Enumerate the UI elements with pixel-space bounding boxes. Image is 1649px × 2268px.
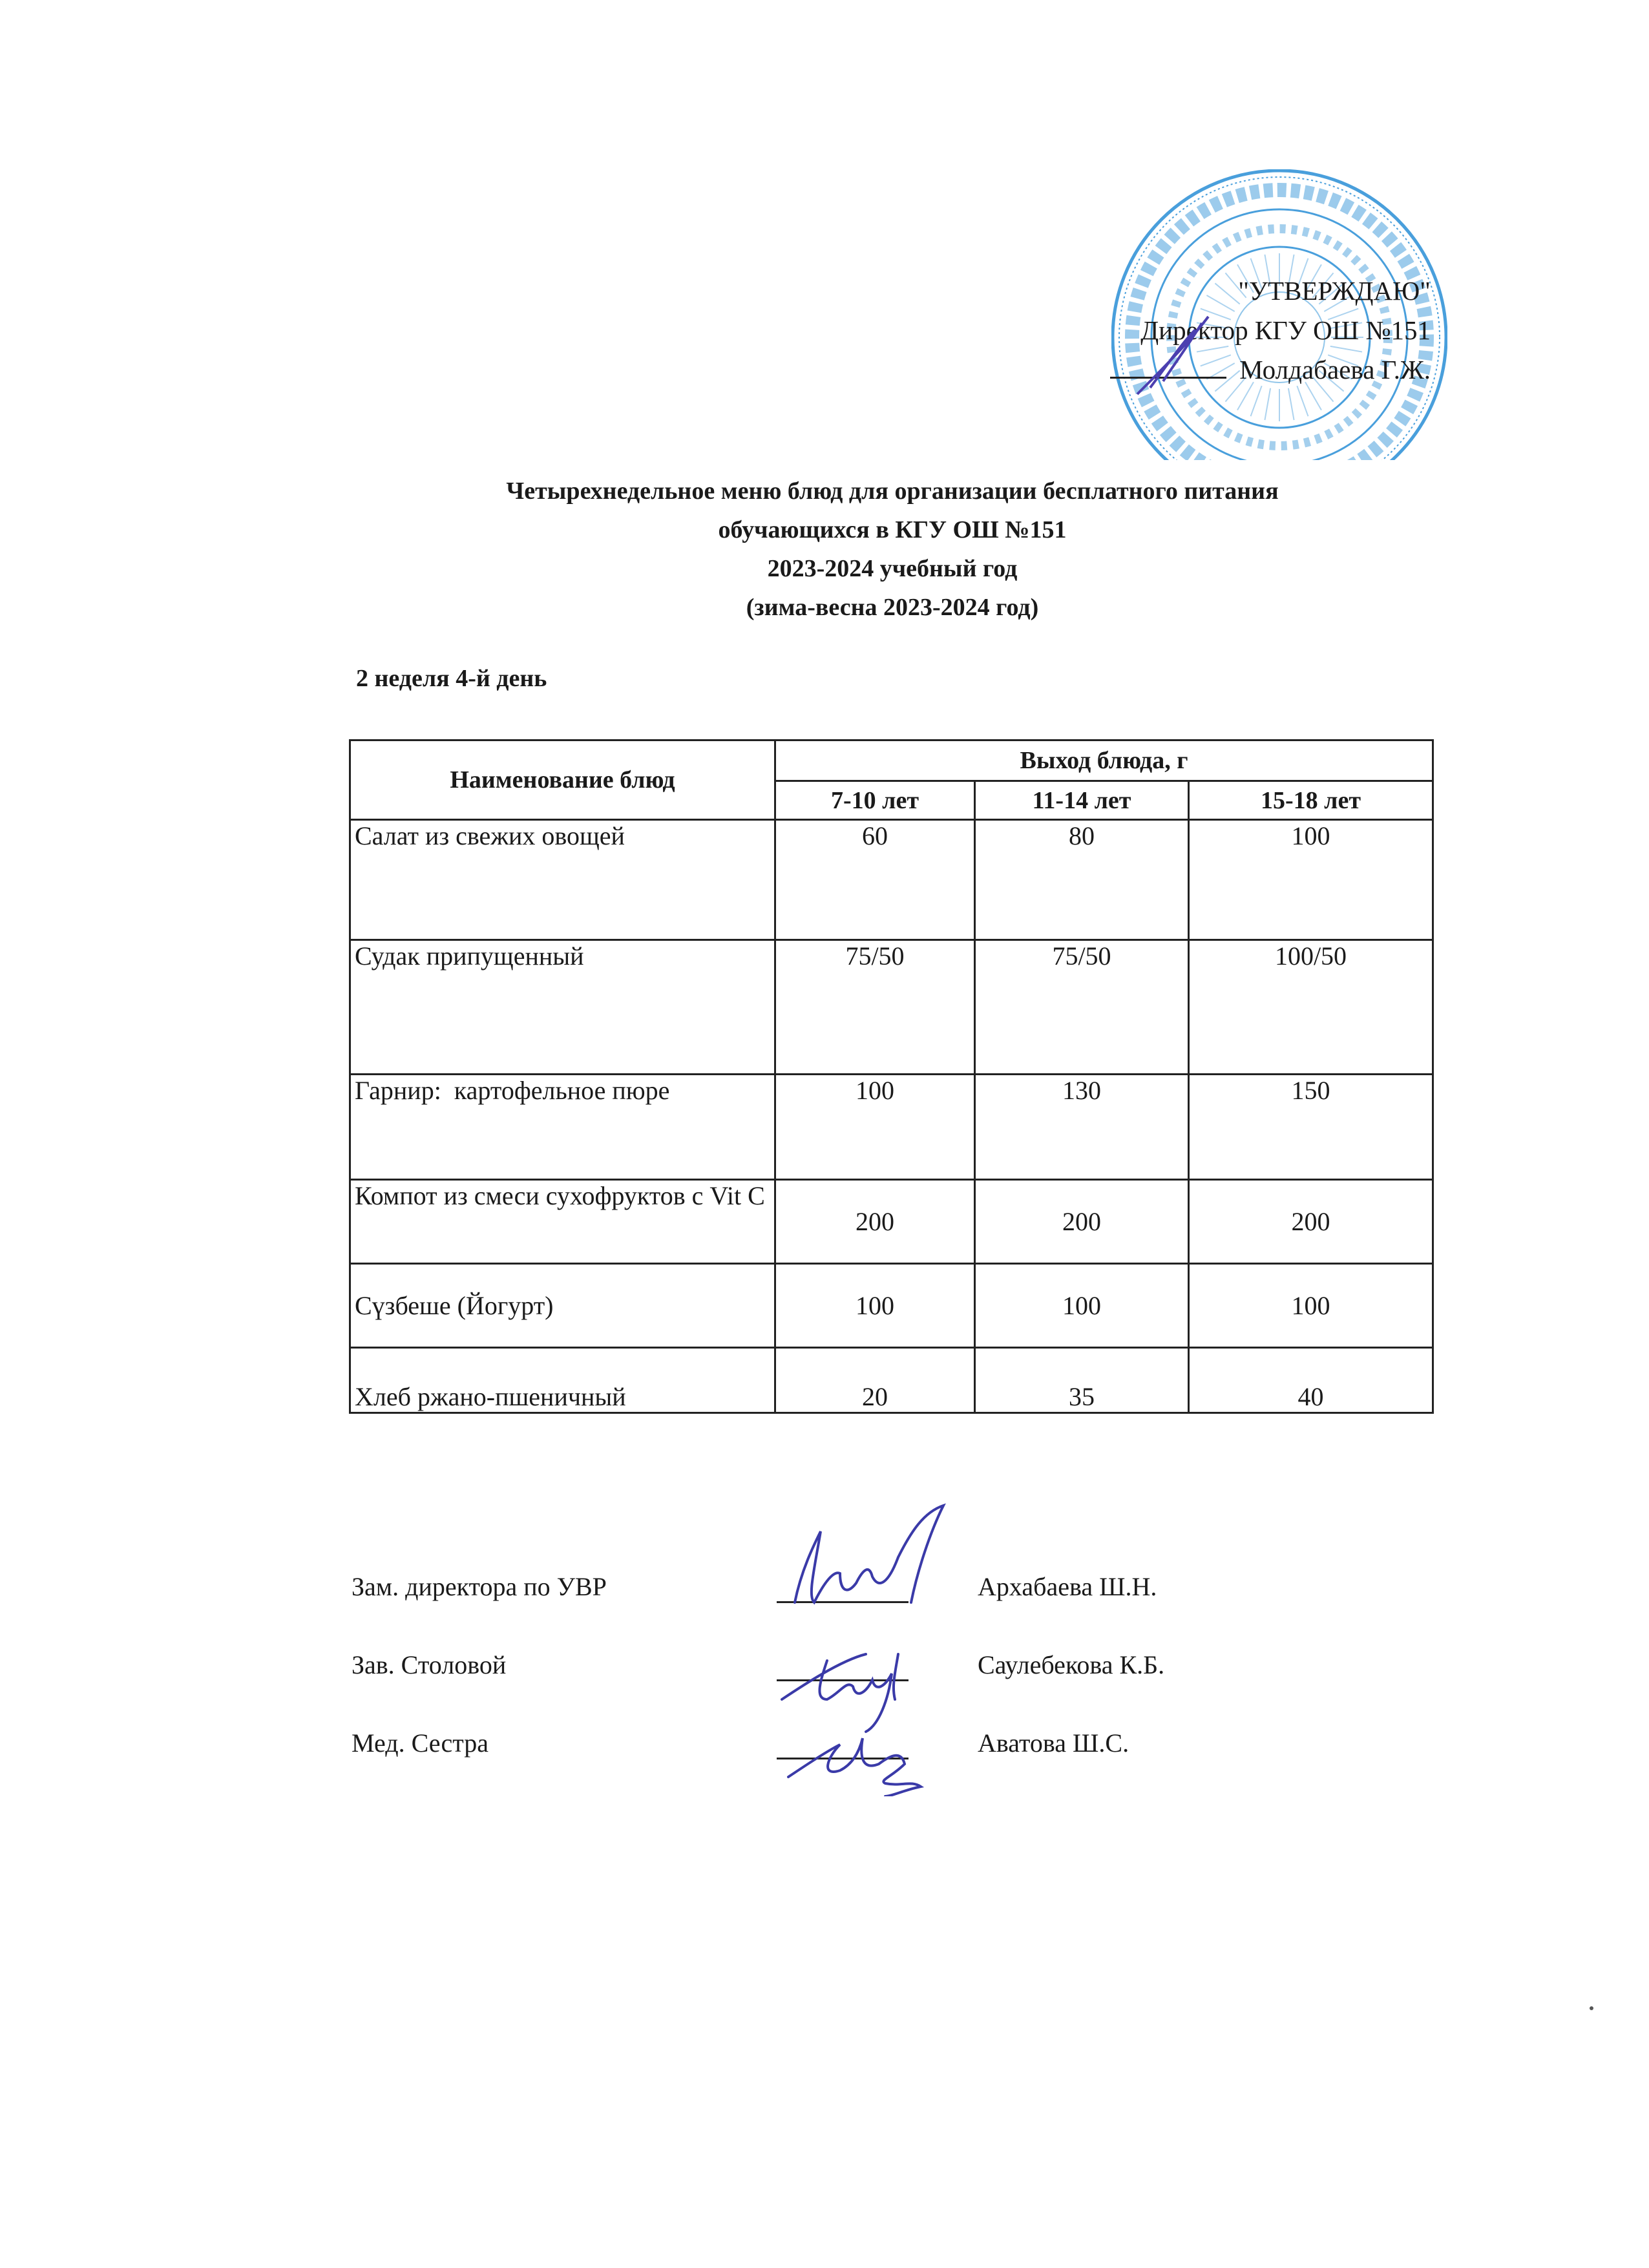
stamp-ray — [1214, 370, 1241, 392]
header-age-group: 7-10 лет — [774, 780, 976, 821]
stamp-ray — [1296, 385, 1309, 417]
dish-name: Гарнир: картофельное пюре — [349, 1073, 776, 1181]
yield-value: 75/50 — [974, 939, 1190, 1075]
stamp-ray — [1200, 354, 1232, 367]
yield-value: 100 — [774, 1073, 976, 1181]
table-row: Судак припущенный 75/50 75/50 100/50 — [349, 939, 1434, 1075]
day-label: 2 неделя 4-й день — [356, 665, 547, 692]
title-line: обучающихся в КГУ ОШ №151 — [718, 516, 1067, 543]
yield-value: 40 — [1188, 1347, 1434, 1414]
stamp-ray — [1327, 354, 1359, 367]
handwritten-signatures — [781, 1503, 946, 1796]
yield-value: 35 — [974, 1347, 1190, 1414]
yield-value: 75/50 — [774, 939, 976, 1075]
signature-line — [777, 1679, 909, 1681]
header-age-group: 11-14 лет — [974, 780, 1190, 821]
stamp-ray — [1312, 376, 1334, 403]
title-line: 2023-2024 учебный год — [767, 555, 1018, 582]
document-title: Четырехнедельное меню блюд для организац… — [0, 472, 1649, 627]
stamp-ray — [1296, 258, 1309, 289]
stamp-ray — [1200, 308, 1232, 320]
yield-value: 100 — [774, 1263, 976, 1349]
table-row: Компот из смеси сухофруктов с Vit C 200 … — [349, 1179, 1434, 1265]
dish-name: Хлеб ржано-пшеничный — [349, 1347, 776, 1414]
stamp-ray — [1323, 295, 1353, 312]
signature-name: Аватова Ш.С. — [978, 1728, 1129, 1758]
stamp-ray — [1287, 388, 1295, 421]
yield-value: 100 — [1188, 1263, 1434, 1349]
dish-name: Сүзбеше (Йогурт) — [349, 1263, 776, 1349]
stamp-ray — [1312, 272, 1334, 299]
stamp-ray — [1250, 385, 1263, 417]
yield-value: 130 — [974, 1073, 1190, 1181]
yield-value: 200 — [974, 1179, 1190, 1265]
signature-line — [777, 1601, 909, 1603]
signature-role: Мед. Сестра — [352, 1728, 489, 1758]
table-row: Хлеб ржано-пшеничный 20 35 40 — [349, 1347, 1434, 1414]
stamp-ray — [1318, 282, 1345, 305]
yield-value: 60 — [774, 819, 976, 941]
table-subheader-row: 7-10 лет 11-14 лет 15-18 лет — [350, 780, 1434, 821]
stamp-ray — [1214, 282, 1241, 305]
approval-name-line: Молдабаева Г.Ж. — [1110, 350, 1431, 390]
stamp-ray — [1323, 362, 1353, 380]
stamp-ray — [1250, 258, 1263, 289]
stamp-ray — [1318, 370, 1345, 392]
stamp-ray — [1224, 376, 1247, 403]
signature-name: Саулебекова К.Б. — [978, 1650, 1165, 1679]
dish-name: Компот из смеси сухофруктов с Vit C — [349, 1179, 776, 1265]
yield-value: 150 — [1188, 1073, 1434, 1181]
header-dish-name: Наименование блюд — [349, 739, 776, 821]
director-signature — [1136, 315, 1210, 395]
stamp-ray — [1330, 322, 1363, 330]
table-row: Салат из свежих овощей 60 80 100 — [349, 819, 1434, 941]
table-header-row: Наименование блюд Выход блюда, г — [349, 739, 1434, 821]
header-age-group: 15-18 лет — [1188, 780, 1434, 821]
dish-name: Судак припущенный — [349, 939, 776, 1075]
stamp-ray — [1287, 254, 1295, 287]
header-yield: Выход блюда, г — [774, 739, 1434, 782]
signature-line — [777, 1758, 909, 1759]
yield-value: 200 — [1188, 1179, 1434, 1265]
stamp-ray — [1224, 272, 1247, 299]
stamp-ray — [1196, 345, 1229, 353]
signature-role: Зав. Столовой — [352, 1650, 507, 1679]
stamp-ray — [1206, 362, 1235, 380]
approval-heading: "УТВЕРЖДАЮ" — [1238, 276, 1431, 306]
stamp-ray — [1206, 295, 1235, 312]
table-row: Гарнир: картофельное пюре 100 130 150 — [349, 1073, 1434, 1181]
yield-value: 100 — [1188, 819, 1434, 941]
yield-value: 20 — [774, 1347, 976, 1414]
stamp-ray — [1264, 388, 1272, 421]
dish-name: Салат из свежих овощей — [349, 819, 776, 941]
scan-speck — [1590, 2006, 1593, 2010]
title-line: Четырехнедельное меню блюд для организац… — [506, 478, 1279, 505]
stamp-ray — [1237, 381, 1254, 411]
yield-value: 80 — [974, 819, 1190, 941]
official-stamp — [1111, 169, 1447, 460]
stamp-ray — [1305, 381, 1322, 411]
yield-value: 100/50 — [1188, 939, 1434, 1075]
stamp-ray — [1327, 308, 1359, 320]
signature-line — [1110, 377, 1227, 379]
approval-name: Молдабаева Г.Ж. — [1239, 355, 1431, 384]
table-row: Сүзбеше (Йогурт) 100 100 100 — [349, 1263, 1434, 1349]
yield-value: 200 — [774, 1179, 976, 1265]
yield-value: 100 — [974, 1263, 1190, 1349]
stamp-ray — [1305, 264, 1322, 293]
menu-table: Наименование блюд Выход блюда, г 7-10 ле… — [349, 739, 1434, 1414]
signature-role: Зам. директора по УВР — [352, 1572, 607, 1601]
stamp-ray — [1237, 264, 1254, 293]
signature-name: Архабаева Ш.Н. — [978, 1572, 1157, 1601]
stamp-ray — [1264, 254, 1272, 287]
stamp-ray — [1330, 345, 1363, 353]
title-line: (зима-весна 2023-2024 год) — [746, 594, 1039, 621]
